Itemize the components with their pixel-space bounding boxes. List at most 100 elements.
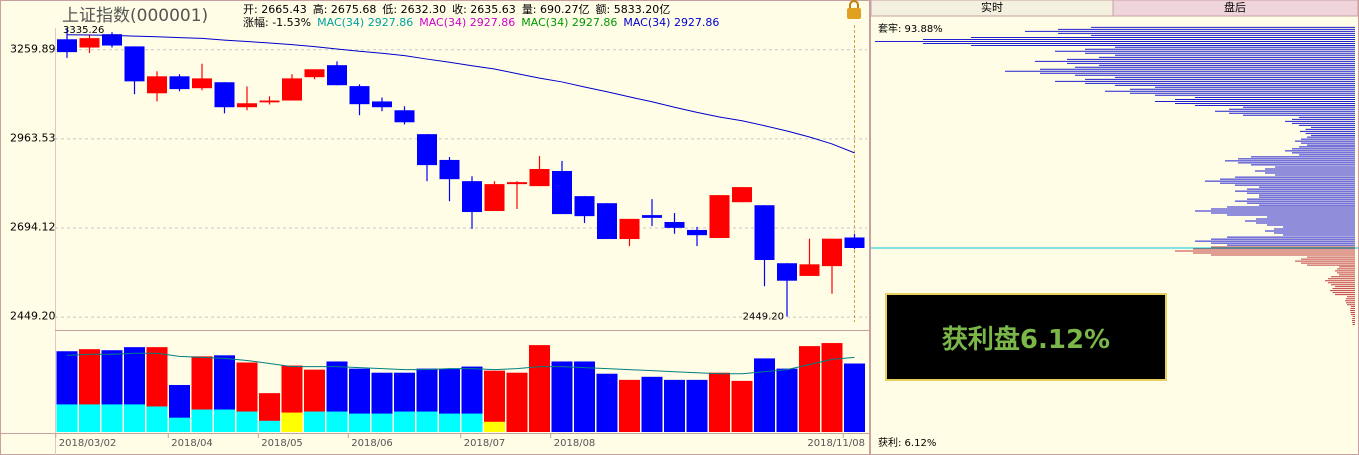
volume-bar [551, 361, 573, 432]
chip-row [1035, 56, 1355, 66]
x-tick-label: 2018/04 [171, 438, 213, 449]
volume-sub-bar [146, 406, 168, 432]
candle-body [147, 76, 167, 94]
chip-row [1025, 26, 1355, 36]
volume-bar [484, 370, 505, 432]
profit-popup: 获利盘6.12% [885, 293, 1167, 381]
volume-bar [641, 376, 663, 432]
info-item: 低: 2632.30 [382, 3, 447, 16]
lock-icon[interactable] [847, 0, 861, 19]
tab-label[interactable]: 盘后 [1224, 0, 1246, 14]
volume-bar [686, 379, 708, 432]
chip-row [1265, 226, 1355, 236]
candle-body [372, 101, 392, 108]
volume-sub-bar [326, 411, 348, 432]
chip-row [1245, 216, 1355, 226]
info-item: 收: 2635.63 [452, 3, 516, 16]
candle-body [259, 100, 280, 103]
candle-body [597, 203, 617, 240]
profit-label: 获利: 6.12% [878, 437, 936, 449]
volume-sub-bar [191, 409, 213, 432]
volume-sub-bar [439, 413, 460, 432]
volume-ma-line [66, 352, 855, 375]
volume-sub-bar [259, 420, 280, 432]
info-item: MAC(34) 2927.86 [419, 16, 516, 29]
info-item: MAC(34) 2927.86 [521, 16, 618, 29]
volume-sub-bar [236, 411, 258, 432]
info-item: 涨幅: -1.53% [243, 16, 312, 29]
volume-bar [844, 363, 865, 432]
tab-label[interactable]: 实时 [981, 0, 1003, 14]
chip-row [1325, 276, 1355, 286]
chip-row [1005, 66, 1355, 76]
chip-row [1175, 246, 1355, 256]
volume-sub-bar [349, 413, 370, 432]
volume-bar [776, 368, 798, 432]
volume-sub-bar [214, 409, 235, 432]
info-item: 量: 690.27亿 [521, 3, 590, 16]
chip-row [1350, 306, 1355, 316]
extreme-label: 3335.26 [63, 25, 104, 36]
chip-row [1205, 176, 1355, 186]
volume-sub-bar [304, 411, 325, 432]
candle-body [687, 229, 707, 236]
chip-row [1055, 46, 1355, 56]
volume-bar [619, 379, 640, 432]
candle-body [417, 134, 437, 166]
chip-row [1345, 296, 1355, 306]
candle-body [462, 181, 482, 213]
info-item: MAC(34) 2927.86 [623, 16, 720, 29]
info-item: MAC(34) 2927.86 [317, 16, 414, 29]
chip-row [1215, 106, 1355, 116]
candle-body [642, 215, 662, 218]
trapped-label: 套牢: 93.88% [878, 22, 943, 35]
chip-row [1255, 166, 1355, 176]
volume-bar [529, 345, 550, 432]
chip-row [1235, 186, 1355, 196]
info-item: 额: 5833.20亿 [595, 3, 671, 16]
x-tick-label: 2018/11/08 [807, 438, 865, 449]
y-tick-label: 3259.89 [10, 42, 56, 55]
chip-row [1300, 126, 1355, 136]
chip-row [1195, 206, 1355, 216]
candle-body [439, 159, 460, 180]
info-item: 高: 2675.68 [312, 3, 377, 16]
volume-sub-bar [124, 404, 145, 432]
y-tick-label: 2963.53 [10, 131, 56, 144]
candle-body [844, 237, 865, 248]
candle-body [619, 218, 640, 240]
chip-row [1105, 86, 1355, 96]
volume-bar [664, 379, 685, 432]
x-tick-label: 2018/07 [464, 438, 506, 449]
tab[interactable] [1112, 0, 1359, 17]
candle-body [484, 184, 505, 212]
chip-row [1285, 116, 1355, 126]
candle-body [102, 34, 122, 46]
chip-row [1330, 286, 1355, 296]
chip-row [1295, 256, 1355, 266]
volume-bar [596, 373, 618, 432]
candle-body [799, 264, 820, 276]
chip-row [1335, 266, 1355, 276]
chip-row [1155, 96, 1355, 106]
volume-sub-bar [416, 411, 438, 432]
chip-row [1295, 136, 1355, 146]
candle-body [237, 103, 257, 108]
volume-sub-bar [371, 413, 393, 432]
volume-sub-bar [56, 404, 78, 432]
candle-body [327, 65, 347, 86]
chip-row [1195, 236, 1355, 246]
info-item: 开: 2665.43 [243, 3, 307, 16]
chip-row [1235, 196, 1355, 206]
candle-body [709, 195, 730, 238]
chip-row [1055, 76, 1355, 86]
chart-title: 上证指数(000001) [62, 6, 209, 26]
volume-sub-bar [79, 404, 100, 432]
candle-body [169, 76, 190, 90]
candle-body [214, 82, 235, 108]
candle-body [57, 39, 77, 53]
volume-sub-bar [169, 417, 190, 432]
candle-body [822, 238, 842, 267]
candle-body [304, 69, 325, 78]
volume-sub-bar [394, 411, 415, 432]
